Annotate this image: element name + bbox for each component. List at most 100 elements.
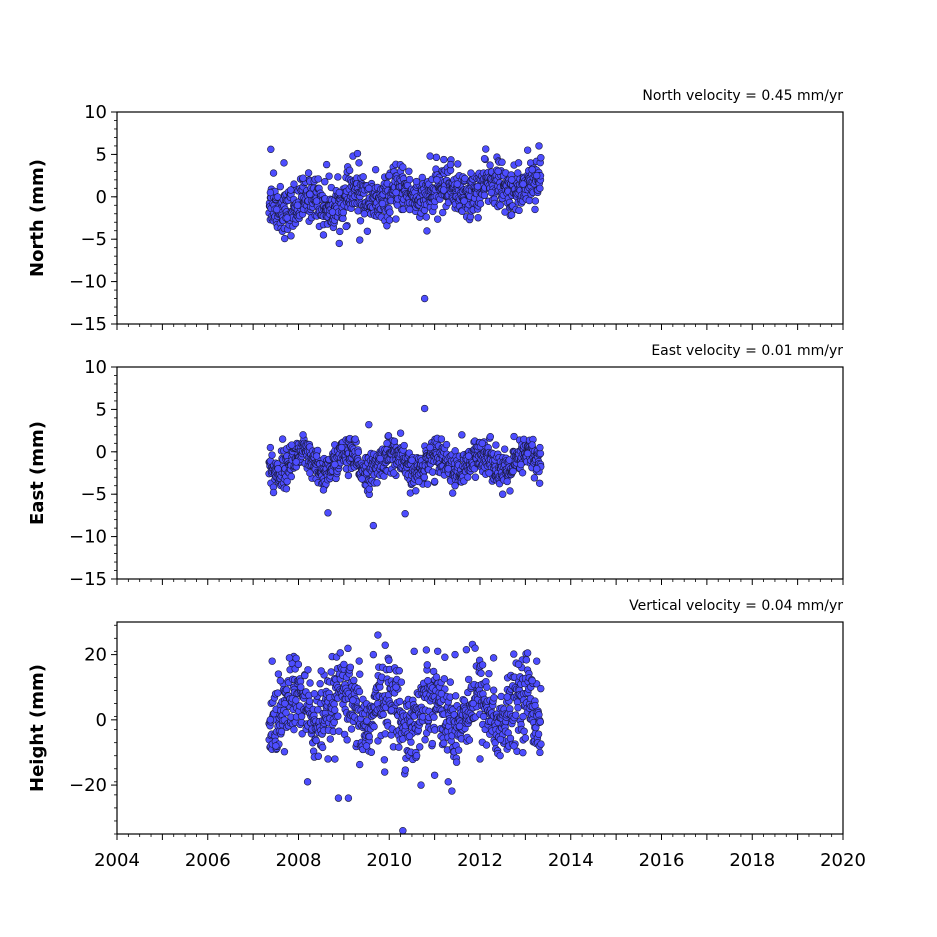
data-point bbox=[299, 174, 307, 182]
data-point bbox=[365, 184, 373, 193]
data-point bbox=[476, 200, 485, 208]
panel-title: East velocity = 0.01 mm/yr bbox=[651, 343, 843, 359]
data-point bbox=[321, 178, 329, 186]
points-group bbox=[265, 631, 545, 835]
data-point bbox=[482, 145, 490, 153]
data-point bbox=[432, 673, 441, 681]
data-point bbox=[442, 440, 451, 449]
x-tick-label: 2008 bbox=[276, 850, 322, 871]
data-point bbox=[396, 697, 404, 706]
data-point bbox=[536, 748, 544, 757]
data-point bbox=[292, 696, 300, 704]
data-point bbox=[365, 732, 374, 741]
data-point bbox=[319, 231, 328, 239]
y-tick-label: −10 bbox=[69, 272, 107, 293]
x-tick-label: 2020 bbox=[820, 850, 866, 871]
data-point bbox=[401, 510, 409, 518]
data-point bbox=[483, 683, 491, 691]
data-point bbox=[369, 521, 378, 530]
axes-frame bbox=[116, 621, 844, 835]
data-point bbox=[498, 490, 507, 498]
data-point bbox=[351, 435, 359, 443]
data-point bbox=[428, 739, 437, 748]
data-point bbox=[444, 465, 452, 473]
data-point bbox=[336, 649, 344, 657]
data-point bbox=[379, 710, 387, 719]
data-point bbox=[392, 188, 400, 197]
data-point bbox=[494, 167, 502, 176]
points-group bbox=[265, 142, 545, 303]
data-point bbox=[306, 469, 314, 477]
data-point bbox=[485, 469, 493, 477]
x-tick-label: 2012 bbox=[457, 850, 503, 871]
data-point bbox=[327, 668, 335, 676]
data-point bbox=[430, 477, 439, 486]
data-point bbox=[355, 159, 363, 167]
data-point bbox=[454, 746, 463, 754]
data-point bbox=[276, 677, 285, 685]
data-point bbox=[392, 215, 400, 223]
y-tick-label: 20 bbox=[84, 645, 107, 666]
data-point bbox=[496, 751, 504, 760]
data-point bbox=[430, 713, 438, 721]
data-point bbox=[369, 650, 378, 659]
data-point bbox=[306, 679, 314, 687]
data-point bbox=[523, 146, 532, 154]
data-point bbox=[458, 431, 466, 439]
data-point bbox=[301, 671, 309, 680]
data-point bbox=[314, 752, 323, 760]
data-point bbox=[455, 722, 464, 731]
data-point bbox=[356, 217, 365, 225]
data-point bbox=[273, 205, 281, 214]
y-tick-label: 10 bbox=[84, 357, 107, 378]
data-point bbox=[312, 736, 320, 745]
data-point bbox=[448, 787, 456, 795]
data-point bbox=[356, 670, 364, 678]
data-point bbox=[324, 509, 332, 517]
panel-title: North velocity = 0.45 mm/yr bbox=[642, 88, 843, 104]
data-point bbox=[510, 432, 518, 441]
data-point bbox=[268, 657, 276, 665]
data-point bbox=[537, 154, 545, 162]
data-point bbox=[405, 167, 413, 175]
data-point bbox=[408, 456, 416, 464]
data-point bbox=[380, 756, 389, 764]
data-point bbox=[464, 452, 473, 460]
data-point bbox=[465, 736, 474, 744]
data-point bbox=[525, 196, 534, 205]
data-point bbox=[422, 213, 431, 221]
data-point bbox=[417, 781, 425, 789]
data-point bbox=[293, 201, 302, 209]
data-point bbox=[292, 458, 300, 466]
data-point bbox=[412, 487, 420, 495]
data-point bbox=[536, 718, 544, 726]
x-tick-label: 2010 bbox=[366, 850, 412, 871]
data-point bbox=[331, 755, 339, 763]
data-point bbox=[503, 477, 511, 486]
data-point bbox=[378, 199, 387, 208]
data-point bbox=[342, 222, 350, 231]
data-point bbox=[485, 669, 493, 678]
data-point bbox=[523, 649, 532, 657]
data-point bbox=[310, 690, 319, 698]
data-point bbox=[412, 177, 421, 186]
data-point bbox=[426, 443, 434, 452]
data-point bbox=[287, 441, 296, 449]
data-point bbox=[514, 660, 523, 669]
data-point bbox=[287, 186, 295, 194]
y-tick-label: −5 bbox=[80, 229, 107, 250]
data-point bbox=[482, 741, 491, 749]
data-point bbox=[460, 697, 469, 705]
data-point bbox=[304, 169, 313, 177]
data-point bbox=[469, 699, 477, 708]
data-point bbox=[337, 443, 346, 452]
data-point bbox=[314, 706, 322, 714]
data-point bbox=[294, 660, 303, 669]
data-point bbox=[344, 644, 352, 653]
data-point bbox=[282, 709, 290, 717]
data-point bbox=[528, 165, 536, 174]
data-point bbox=[287, 472, 296, 481]
data-point bbox=[385, 216, 394, 224]
data-point bbox=[363, 717, 371, 725]
data-point bbox=[521, 734, 530, 742]
